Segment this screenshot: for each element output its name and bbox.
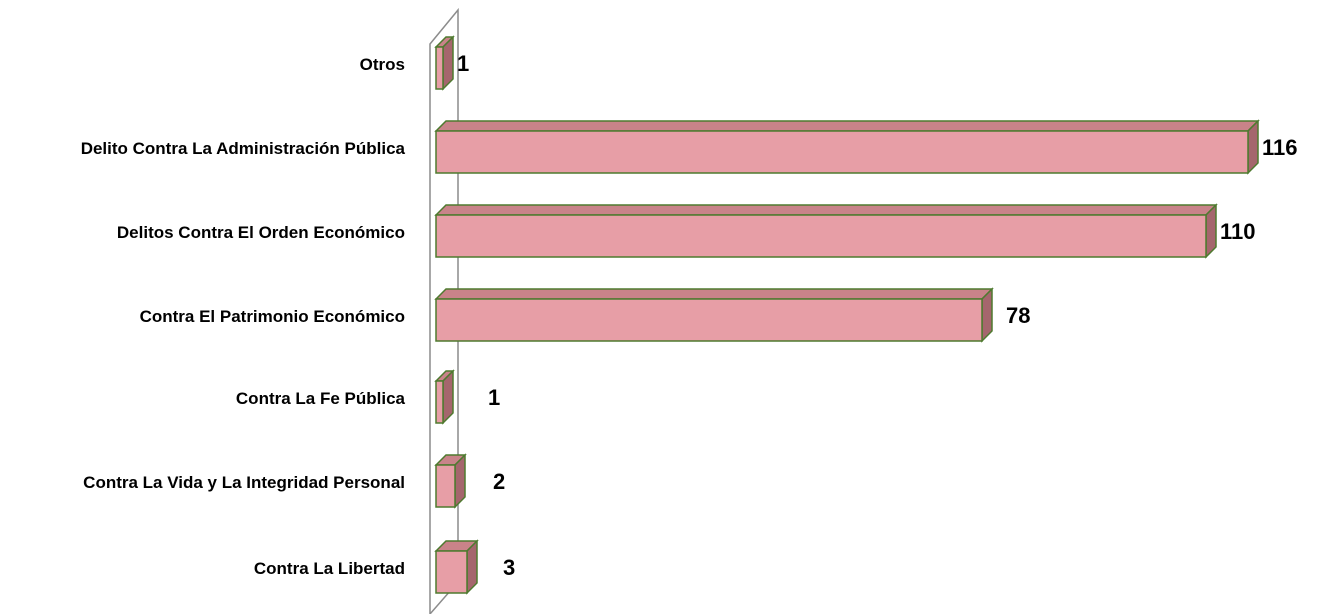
category-label: Contra El Patrimonio Económico	[140, 307, 405, 326]
bar-3	[434, 203, 1218, 259]
category-labels: Otros Delito Contra La Administración Púb…	[81, 55, 406, 578]
data-label: 78	[1006, 303, 1030, 328]
category-label: Contra La Fe Pública	[236, 389, 406, 408]
bar-side-face	[1247, 119, 1259, 175]
bar-series	[434, 35, 1260, 595]
data-label: 116	[1262, 135, 1298, 160]
bar-top-face	[434, 204, 1218, 216]
data-label: 2	[493, 469, 505, 494]
bar-5	[434, 369, 455, 425]
category-label: Delitos Contra El Orden Económico	[117, 223, 405, 242]
data-label: 1	[488, 385, 500, 410]
category-label: Otros	[360, 55, 405, 74]
bar-front-face	[435, 464, 456, 508]
bar-2	[434, 119, 1260, 175]
bar-front-face	[435, 298, 983, 342]
bar-side-face	[454, 453, 466, 509]
bar-front-face	[435, 46, 444, 90]
data-label: 1	[457, 51, 469, 76]
bar-7	[434, 539, 479, 595]
bar-1	[434, 35, 455, 91]
bar-side-face	[442, 369, 454, 425]
data-label: 3	[503, 555, 515, 580]
bar-6	[434, 453, 467, 509]
bar-top-face	[434, 120, 1260, 132]
data-label: 110	[1220, 219, 1256, 244]
bar-side-face	[466, 539, 478, 595]
bar-front-face	[435, 130, 1249, 174]
bar-4	[434, 287, 994, 343]
category-label: Contra La Vida y La Integridad Personal	[83, 473, 405, 492]
bar-front-face	[435, 380, 444, 424]
category-label: Delito Contra La Administración Pública	[81, 139, 406, 158]
bar-front-face	[435, 214, 1207, 258]
bar-front-face	[435, 550, 468, 594]
bar-side-face	[442, 35, 454, 91]
bar-side-face	[981, 287, 993, 343]
category-label: Contra La Libertad	[254, 559, 405, 578]
bar-side-face	[1205, 203, 1217, 259]
data-labels: 1 116 110 78 1 2 3	[457, 51, 1298, 580]
bar-top-face	[434, 288, 994, 300]
